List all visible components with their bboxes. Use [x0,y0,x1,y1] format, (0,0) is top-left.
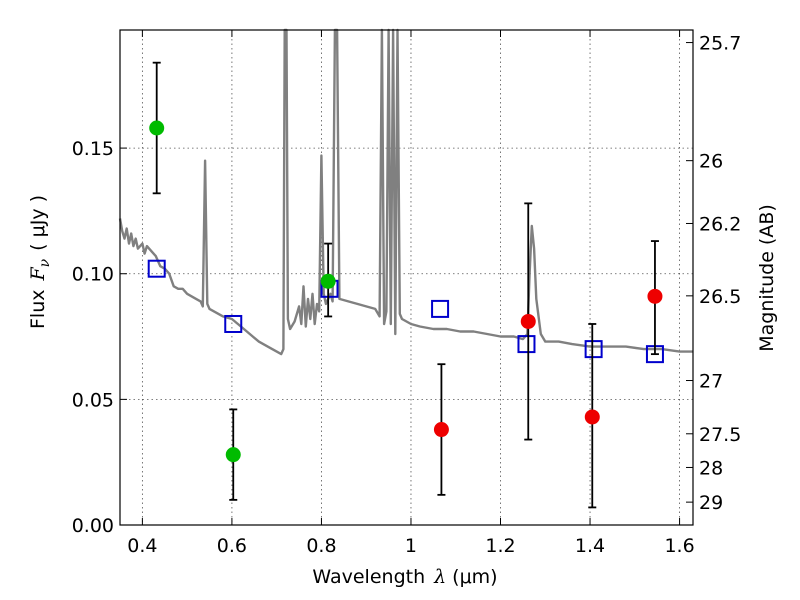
model-square [224,314,243,333]
y2-tick-label: 29 [699,492,723,514]
x-tick-label: 0.8 [306,535,336,557]
y-axis-symbol: F [27,267,49,282]
x-tick-label: 1 [405,535,417,557]
y-tick-label: 0.15 [72,138,114,160]
y-axis-label: Flux Fν ( μJy ) [27,195,53,329]
y-tick-label: 0.05 [72,389,114,411]
x-tick-label: 1.2 [485,535,515,557]
y-axis-label-text: Flux [27,290,49,330]
x-tick-label: 0.6 [217,535,247,557]
observed-point [149,120,165,136]
model-square [431,299,450,318]
x-axis-symbol: λ [433,566,446,588]
model-square [584,340,603,359]
x-tick-label: 1.6 [664,535,694,557]
observed-point [520,313,536,329]
plot-frame [119,29,694,526]
model-square [147,259,166,278]
y-tick-label: 0.10 [72,264,114,286]
observed-point [584,409,600,425]
model-square [517,335,536,354]
y2-tick-label: 26.5 [699,286,741,308]
x-tick-label: 1.4 [575,535,605,557]
observed-photometry-points [149,61,663,509]
axis-ticks: 0.4 0.6 0.8 1 1.2 1.4 1.6 0.00 0.05 0.10 0.15 25.7 2… [72,30,741,557]
observed-point [647,288,663,304]
y2-tick-label: 25.7 [699,33,741,55]
y2-tick-label: 28 [699,457,723,479]
y2-tick-label: 26 [699,151,723,173]
spectrum-line [118,28,693,356]
x-tick-label: 0.4 [127,535,157,557]
y-axis-unit: ( μJy ) [27,195,49,251]
y-tick-label: 0.00 [72,515,114,537]
observed-point [225,447,241,463]
observed-point [433,422,449,438]
y2-tick-label: 26.2 [699,213,741,235]
observed-point [320,273,336,289]
model-photometry-squares [147,259,664,364]
x-axis-unit: (μm) [452,566,497,588]
y2-tick-label: 27.5 [699,424,741,446]
model-spectrum [118,28,693,356]
y2-axis-label: Magnitude (AB) [756,204,778,352]
y2-tick-label: 27 [699,371,723,393]
x-axis-label: Wavelength λ (μm) [312,566,497,588]
x-axis-label-text: Wavelength [312,566,425,588]
y-axis-subscript: ν [37,258,53,267]
